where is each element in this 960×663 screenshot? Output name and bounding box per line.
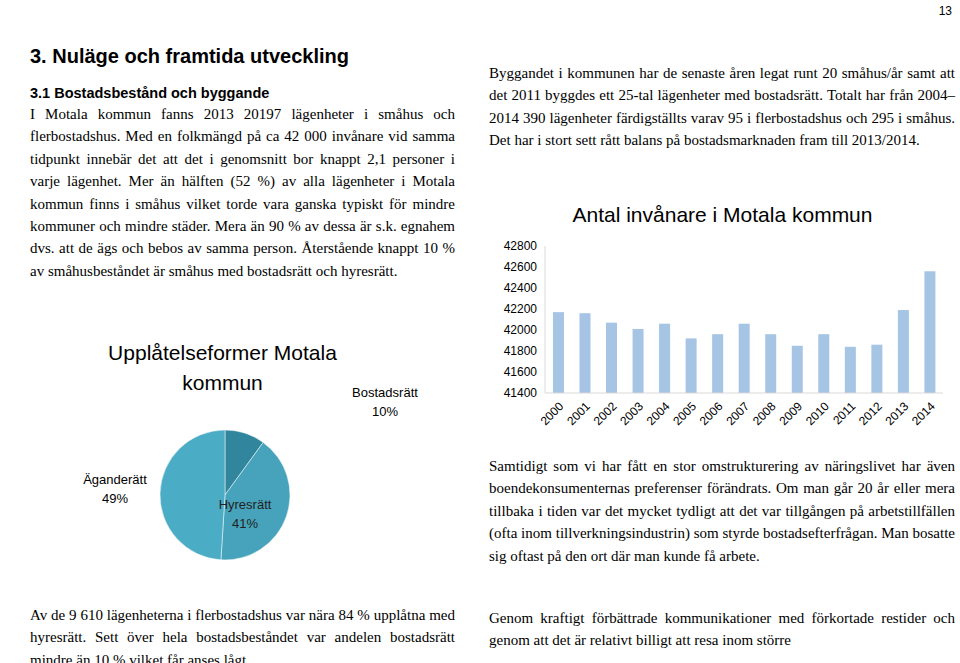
html-text:I Motala kommun fanns 2013 201: I Motala kommun fanns 2013 20197 lägenhe…	[30, 106, 455, 279]
svg-text:2008: 2008	[750, 399, 779, 428]
html-text:Antal invånare i Motala kommun: Antal invånare i Motala kommun	[572, 203, 873, 226]
html-text:Genom kraftigt förbättrade kom: Genom kraftigt förbättrade kommunikation…	[489, 610, 955, 649]
html-text:41%: 41%	[232, 516, 258, 531]
html-text:Hyresrätt: Hyresrätt	[218, 497, 272, 512]
svg-text:2005: 2005	[670, 399, 699, 428]
html-text:3. Nuläge och framtida utveckl: 3. Nuläge och framtida utveckling	[30, 45, 349, 67]
html-text:Samtidigt som vi har fått en s: Samtidigt som vi har fått en stor omstru…	[489, 458, 955, 564]
html-text:3.1 Bostadsbestånd och byggand: 3.1 Bostadsbestånd och byggande	[30, 85, 270, 101]
html-text:Upplåtelseformer Motala kommun: Upplåtelseformer Motala kommun	[108, 341, 337, 394]
svg-text:2009: 2009	[776, 399, 805, 428]
svg-text:2006: 2006	[697, 399, 726, 428]
html-text:13: 13	[938, 4, 952, 18]
svg-text:42000: 42000	[504, 323, 538, 337]
svg-text:2000: 2000	[538, 399, 567, 428]
svg-text:2003: 2003	[617, 399, 646, 428]
svg-text:2010: 2010	[803, 399, 832, 428]
svg-text:2001: 2001	[564, 399, 593, 428]
svg-text:2002: 2002	[591, 399, 620, 428]
html-text:Äganderätt: Äganderätt	[83, 472, 147, 487]
html-text:Bostadsrätt: Bostadsrätt	[352, 385, 418, 400]
svg-text:42200: 42200	[504, 302, 538, 316]
svg-text:2011: 2011	[830, 399, 858, 427]
html-text:10%: 10%	[372, 404, 398, 419]
html-text:49%: 49%	[102, 491, 128, 506]
svg-text:2004: 2004	[644, 399, 673, 428]
svg-text:2012: 2012	[856, 399, 885, 428]
svg-text:2013: 2013	[883, 399, 912, 428]
svg-text:41800: 41800	[504, 344, 538, 358]
svg-text:41600: 41600	[504, 365, 538, 379]
svg-text:2007: 2007	[723, 399, 752, 428]
svg-text:42400: 42400	[504, 281, 538, 295]
svg-text:42600: 42600	[504, 260, 538, 274]
svg-text:41400: 41400	[504, 386, 538, 400]
svg-text:2014: 2014	[909, 399, 938, 428]
svg-text:42800: 42800	[504, 239, 538, 253]
html-text:Byggandet i kommunen har de se: Byggandet i kommunen har de senaste åren…	[489, 65, 955, 149]
